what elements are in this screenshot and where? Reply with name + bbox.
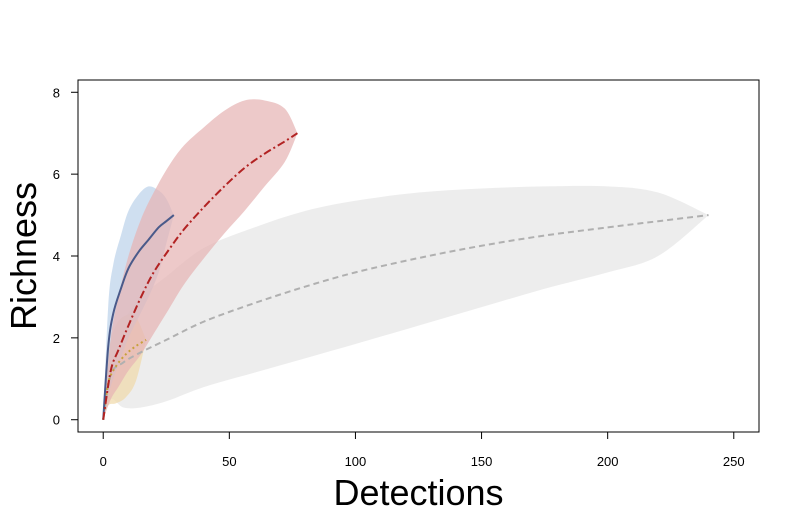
series-line-4 <box>102 132 298 420</box>
x-tick-label: 0 <box>100 454 107 469</box>
x-tick-label: 200 <box>597 454 619 469</box>
series-line-2 <box>102 339 147 420</box>
y-tick-label: 4 <box>53 249 60 264</box>
y-tick-label: 8 <box>53 85 60 100</box>
series-lines <box>102 132 709 420</box>
x-tick-label: 50 <box>222 454 236 469</box>
y-axis-title: Richness <box>3 182 44 330</box>
x-tick-label: 250 <box>723 454 745 469</box>
y-axis: 0 2 4 6 8 <box>53 85 78 428</box>
series-line-1 <box>102 214 709 420</box>
series-line-3 <box>102 214 175 420</box>
confidence-band-1 <box>103 185 709 420</box>
confidence-band-4 <box>103 99 298 420</box>
y-tick-label: 0 <box>53 413 60 428</box>
x-axis-title: Detections <box>333 472 503 513</box>
x-tick-label: 100 <box>345 454 367 469</box>
y-tick-label: 2 <box>53 331 60 346</box>
x-axis: 0 50 100 150 200 250 <box>100 431 745 469</box>
y-tick-label: 6 <box>53 167 60 182</box>
confidence-bands <box>103 99 709 420</box>
x-tick-label: 150 <box>471 454 493 469</box>
